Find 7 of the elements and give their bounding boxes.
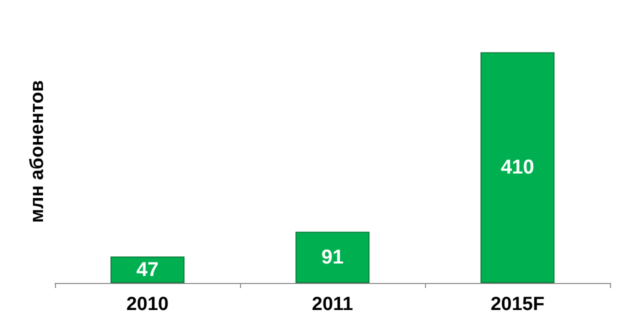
x-tick-label: 2011 bbox=[312, 294, 354, 315]
data-label: 410 bbox=[500, 156, 534, 179]
x-tick-label: 2015F bbox=[490, 294, 544, 315]
x-tick-label: 2010 bbox=[126, 294, 169, 315]
data-label: 47 bbox=[136, 258, 159, 281]
y-axis-title: млн абонентов bbox=[27, 80, 48, 223]
data-label: 91 bbox=[321, 246, 344, 268]
